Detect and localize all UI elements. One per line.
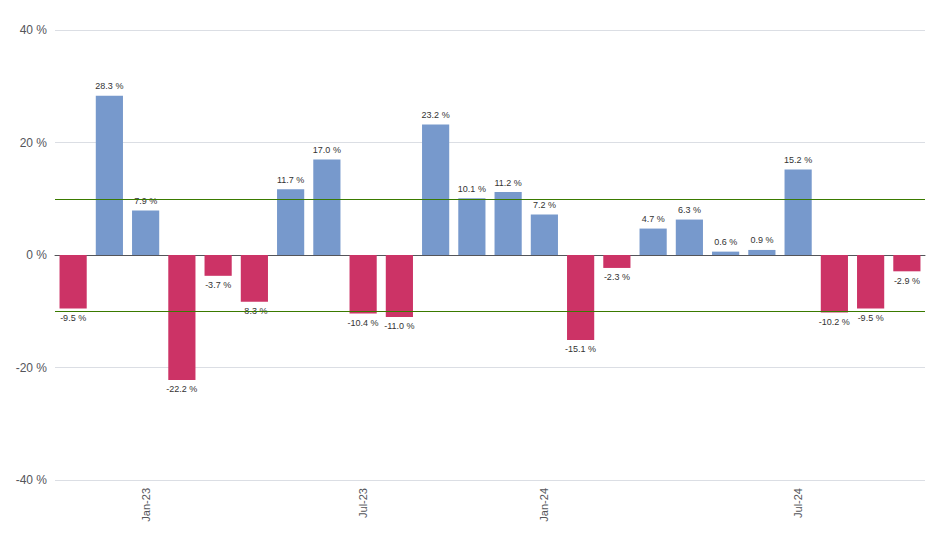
svg-text:Jan-24: Jan-24	[538, 488, 550, 522]
svg-text:7.9 %: 7.9 %	[134, 196, 157, 206]
svg-text:0.6 %: 0.6 %	[714, 237, 737, 247]
svg-text:-2.3 %: -2.3 %	[604, 272, 630, 282]
svg-text:-3.7 %: -3.7 %	[205, 280, 231, 290]
svg-text:11.2 %: 11.2 %	[494, 178, 521, 188]
svg-text:0 %: 0 %	[26, 248, 47, 262]
svg-text:-15.1 %: -15.1 %	[565, 344, 596, 354]
svg-text:-11.0 %: -11.0 %	[384, 321, 414, 331]
svg-text:-10.4 %: -10.4 %	[348, 318, 379, 328]
svg-text:Jul-23: Jul-23	[357, 488, 369, 518]
svg-text:-40 %: -40 %	[16, 473, 48, 487]
svg-text:6.3 %: 6.3 %	[678, 205, 701, 215]
svg-text:10.1 %: 10.1 %	[458, 184, 486, 194]
svg-text:15.2 %: 15.2 %	[784, 155, 812, 165]
svg-text:-2.9 %: -2.9 %	[894, 276, 920, 286]
svg-text:20 %: 20 %	[20, 136, 48, 150]
svg-text:-10.2 %: -10.2 %	[819, 317, 850, 327]
svg-text:11.7 %: 11.7 %	[277, 175, 304, 185]
svg-text:-20 %: -20 %	[16, 361, 48, 375]
svg-text:0.9 %: 0.9 %	[750, 235, 773, 245]
svg-text:7.2 %: 7.2 %	[533, 200, 556, 210]
svg-text:28.3 %: 28.3 %	[95, 81, 123, 91]
svg-text:Jul-24: Jul-24	[792, 488, 804, 518]
svg-text:40 %: 40 %	[20, 23, 48, 37]
svg-text:4.7 %: 4.7 %	[642, 214, 665, 224]
svg-text:23.2 %: 23.2 %	[422, 110, 450, 120]
svg-text:-8.3 %: -8.3 %	[241, 306, 268, 317]
svg-text:Jan-23: Jan-23	[140, 488, 152, 522]
svg-text:-22.2 %: -22.2 %	[166, 384, 197, 394]
svg-text:-9.5 %: -9.5 %	[60, 313, 86, 323]
svg-text:17.0 %: 17.0 %	[313, 145, 341, 155]
svg-text:-9.5 %: -9.5 %	[858, 313, 884, 323]
